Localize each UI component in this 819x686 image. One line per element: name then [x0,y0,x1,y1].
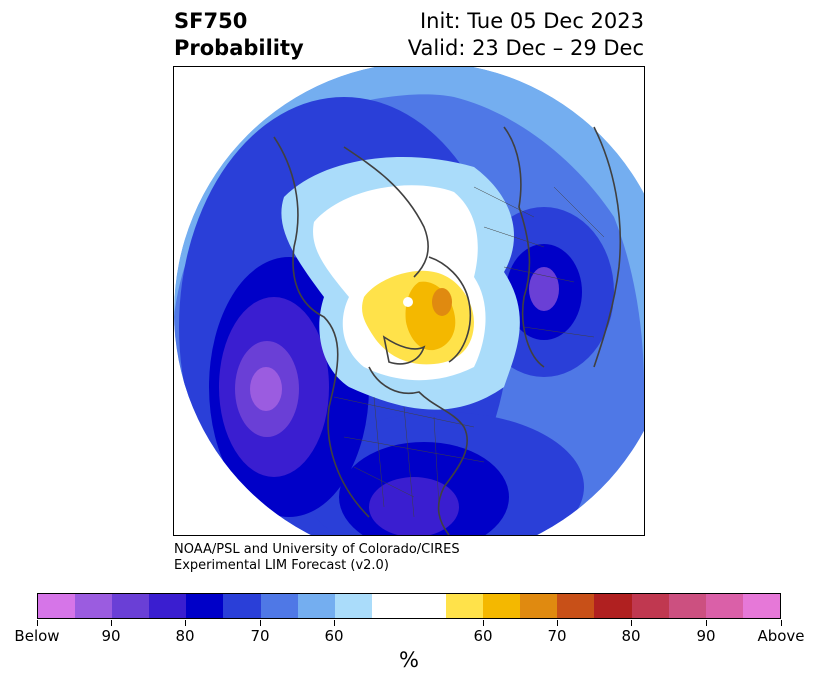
small-white-patch [403,297,413,307]
colorbar-tick [706,620,707,626]
contour-70-orange [432,288,452,316]
colorbar-segment [186,594,224,618]
country-borders [333,186,605,518]
colorbar [37,593,781,619]
colorbar-tick-label: 80 [175,627,195,645]
pacific-coastline [273,136,370,518]
colorbar-segment [334,594,372,618]
europe-coastline [503,126,545,368]
colorbar-tick [557,620,558,626]
colorbar-segment [371,594,409,618]
colorbar-segment [112,594,150,618]
colorbar-segment [668,594,706,618]
colorbar-segment [483,594,521,618]
contour-90-purple-west [250,367,282,411]
colorbar-unit-label: % [399,648,419,672]
hudson-bay-coast [382,335,426,365]
us-state-lines [333,396,485,518]
eurasia-borders [473,186,605,338]
colorbar-tick-label: 80 [621,627,641,645]
valid-range: Valid: 23 Dec – 29 Dec [407,36,644,60]
colorbar-tick [781,620,782,626]
credit-line-2: Experimental LIM Forecast (v2.0) [174,558,389,573]
forecast-dates: Init: Tue 05 Dec 2023 Valid: 23 Dec – 29… [408,8,644,62]
colorbar-segment [742,594,780,618]
colorbar-segment [705,594,743,618]
colorbar-segment [223,594,261,618]
contour-85-violet-europe [529,267,559,311]
colorbar-tick [260,620,261,626]
colorbar-segment [594,594,632,618]
title-variable: SF750 [174,9,248,33]
colorbar-tick-label: 70 [250,627,270,645]
colorbar-tick-label: Above [757,627,805,645]
colorbar-segment [260,594,298,618]
credit-line-1: NOAA/PSL and University of Colorado/CIRE… [174,542,460,557]
colorbar-tick-label: 90 [696,627,716,645]
asia-coast [593,126,622,368]
map-panel [173,66,645,536]
colorbar-segment [297,594,335,618]
title-block: SF750 Probability [174,8,304,62]
colorbar-segment [149,594,187,618]
colorbar-segment [631,594,669,618]
colorbar-tick [631,620,632,626]
arctic-coast [343,146,429,278]
colorbar-segment [557,594,595,618]
colorbar-segment [520,594,558,618]
probability-map [174,67,644,535]
init-date: Init: Tue 05 Dec 2023 [419,9,644,33]
title-subtitle: Probability [174,36,304,60]
colorbar-tick-label: 90 [101,627,121,645]
colorbar-tick [37,620,38,626]
colorbar-segment [446,594,484,618]
colorbar-tick-label: Below [14,627,60,645]
colorbar-tick [334,620,335,626]
colorbar-tick-label: 60 [473,627,493,645]
colorbar-tick [185,620,186,626]
colorbar-segment [75,594,113,618]
colorbar-tick [483,620,484,626]
colorbar-tick [111,620,112,626]
credit-text: NOAA/PSL and University of Colorado/CIRE… [174,542,460,574]
coastlines [273,126,622,535]
contour-80-indigo-east [369,477,459,535]
greenland-coast [428,256,472,363]
colorbar-segment [38,594,76,618]
colorbar-tick-label: 60 [324,627,344,645]
colorbar-tick-label: 70 [547,627,567,645]
atlantic-coastline [368,366,469,535]
colorbar-segment [408,594,447,618]
